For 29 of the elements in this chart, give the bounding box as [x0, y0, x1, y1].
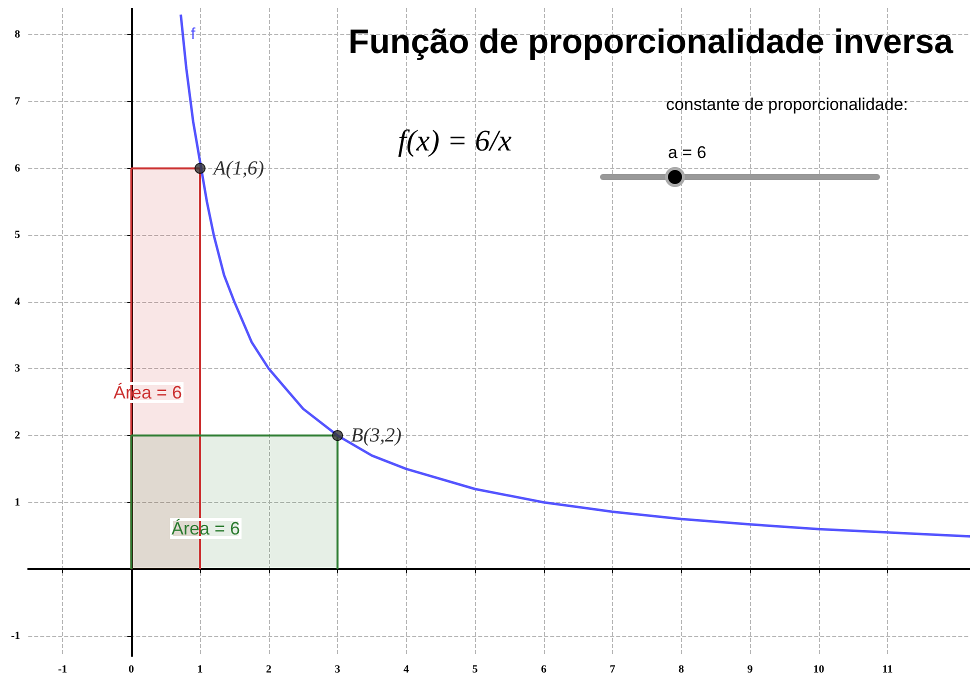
x-tick-label: 0	[128, 664, 135, 676]
x-tick-label: 8	[678, 664, 685, 676]
data-label: B(3,2)	[351, 424, 402, 447]
x-tick-label: 11	[882, 664, 893, 676]
x-tick-label: 1	[197, 664, 203, 676]
data-label: A(1,6)	[212, 157, 264, 180]
text: Função de proporcionalidade inversa	[348, 23, 954, 61]
x-tick-label: 4	[404, 664, 410, 676]
x-tick-label: 2	[266, 664, 272, 676]
x-tick-label: 6	[541, 664, 548, 676]
annotation: constante de proporcionalidade:	[666, 95, 908, 114]
series-label: f	[190, 26, 196, 44]
annotation: f(x) = 6/x	[398, 124, 512, 158]
annotation: a = 6	[668, 143, 706, 162]
x-tick-label: 9	[747, 664, 754, 676]
y-tick-label: 1	[14, 496, 20, 508]
x-tick-label: 7	[610, 664, 616, 676]
x-tick-label: 10	[813, 664, 825, 676]
x-tick-label: -1	[58, 664, 68, 676]
y-tick-label: 3	[14, 362, 21, 375]
y-tick-label: 4	[14, 296, 21, 308]
x-tick-label: 5	[472, 664, 478, 676]
y-tick-label: 2	[14, 430, 21, 442]
y-tick-label: 7	[14, 96, 21, 108]
y-tick-label: -1	[10, 630, 20, 642]
y-tick-label: 6	[14, 162, 21, 174]
y-tick-label: 8	[14, 28, 21, 41]
y-tick-label: 5	[14, 229, 21, 242]
x-tick-label: 3	[334, 664, 341, 676]
